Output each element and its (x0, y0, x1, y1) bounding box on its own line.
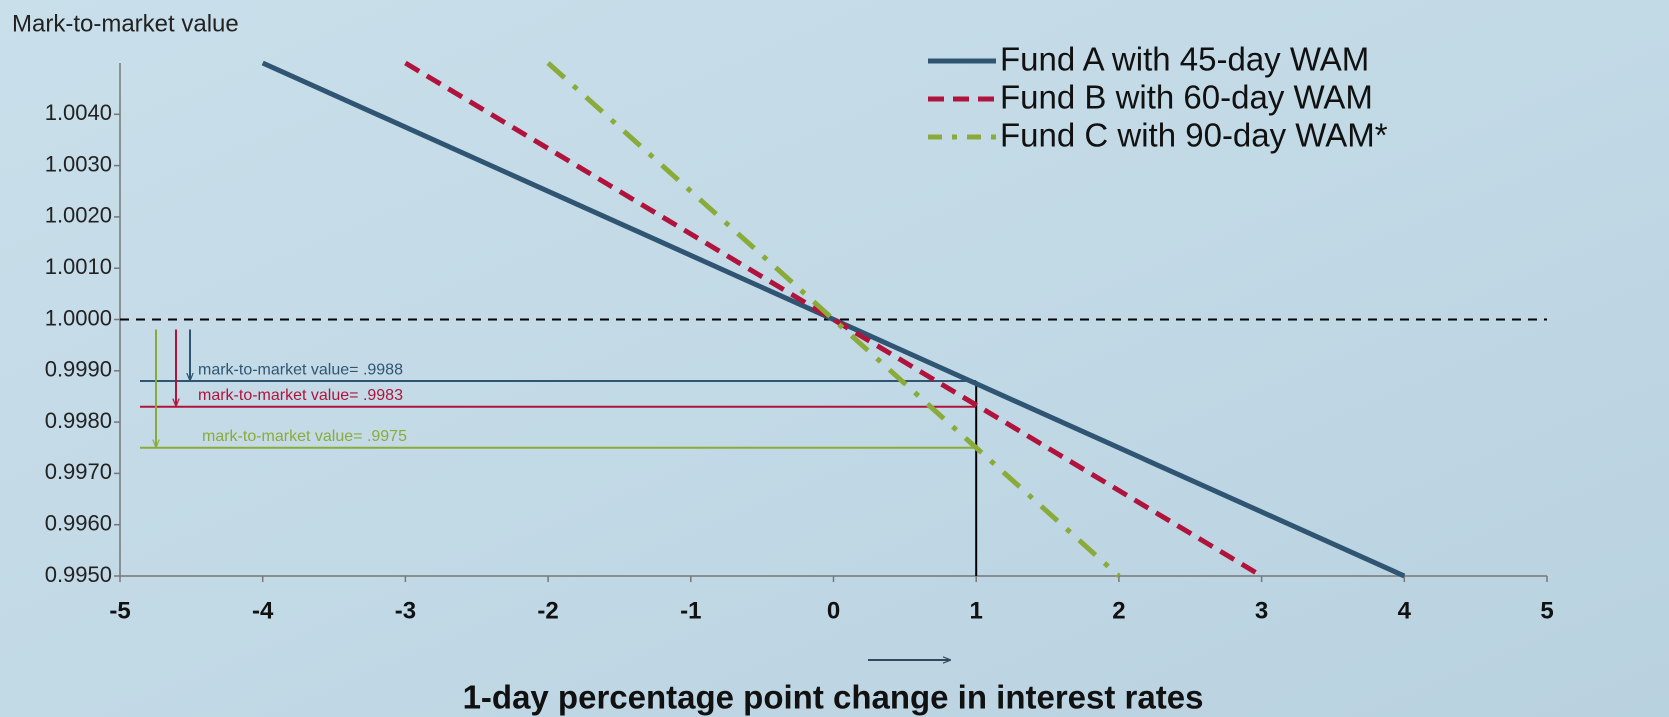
x-tick-label: 4 (1398, 597, 1412, 624)
annotation-label: mark-to-market value= .9988 (198, 361, 403, 378)
x-tick-label: 2 (1112, 597, 1125, 624)
legend-label: Fund A with 45-day WAM (1000, 41, 1369, 78)
series-line (404, 60, 1263, 579)
y-tick-label: 1.0030 (45, 151, 112, 176)
x-tick-label: 0 (827, 597, 840, 624)
y-tick-label: 0.9990 (45, 357, 112, 382)
x-tick-label: 1 (970, 597, 983, 624)
x-tick-label: 5 (1540, 597, 1553, 624)
annotation-label: mark-to-market value= .9983 (198, 387, 403, 404)
x-axis-title: 1-day percentage point change in interes… (463, 679, 1204, 716)
x-tick-label: -1 (680, 597, 701, 624)
y-tick-label: 1.0040 (45, 100, 112, 125)
legend-label: Fund C with 90-day WAM* (1000, 117, 1388, 154)
x-tick-label: -5 (109, 597, 130, 624)
y-tick-label: 1.0000 (45, 305, 112, 330)
annotation-label: mark-to-market value= .9975 (202, 428, 407, 445)
y-tick-label: 0.9980 (45, 408, 112, 433)
y-tick-label: 1.0020 (45, 203, 112, 228)
series-line (261, 60, 1406, 579)
y-tick-label: 0.9960 (45, 511, 112, 536)
legend-label: Fund B with 60-day WAM (1000, 79, 1373, 116)
y-tick-label: 0.9950 (45, 562, 112, 587)
x-tick-label: -2 (537, 597, 558, 624)
y-tick-label: 0.9970 (45, 459, 112, 484)
x-tick-label: -4 (252, 597, 274, 624)
y-tick-label: 1.0010 (45, 254, 112, 279)
x-tick-label: -3 (395, 597, 416, 624)
y-axis-title: Mark-to-market value (12, 10, 239, 37)
x-tick-label: 3 (1255, 597, 1268, 624)
